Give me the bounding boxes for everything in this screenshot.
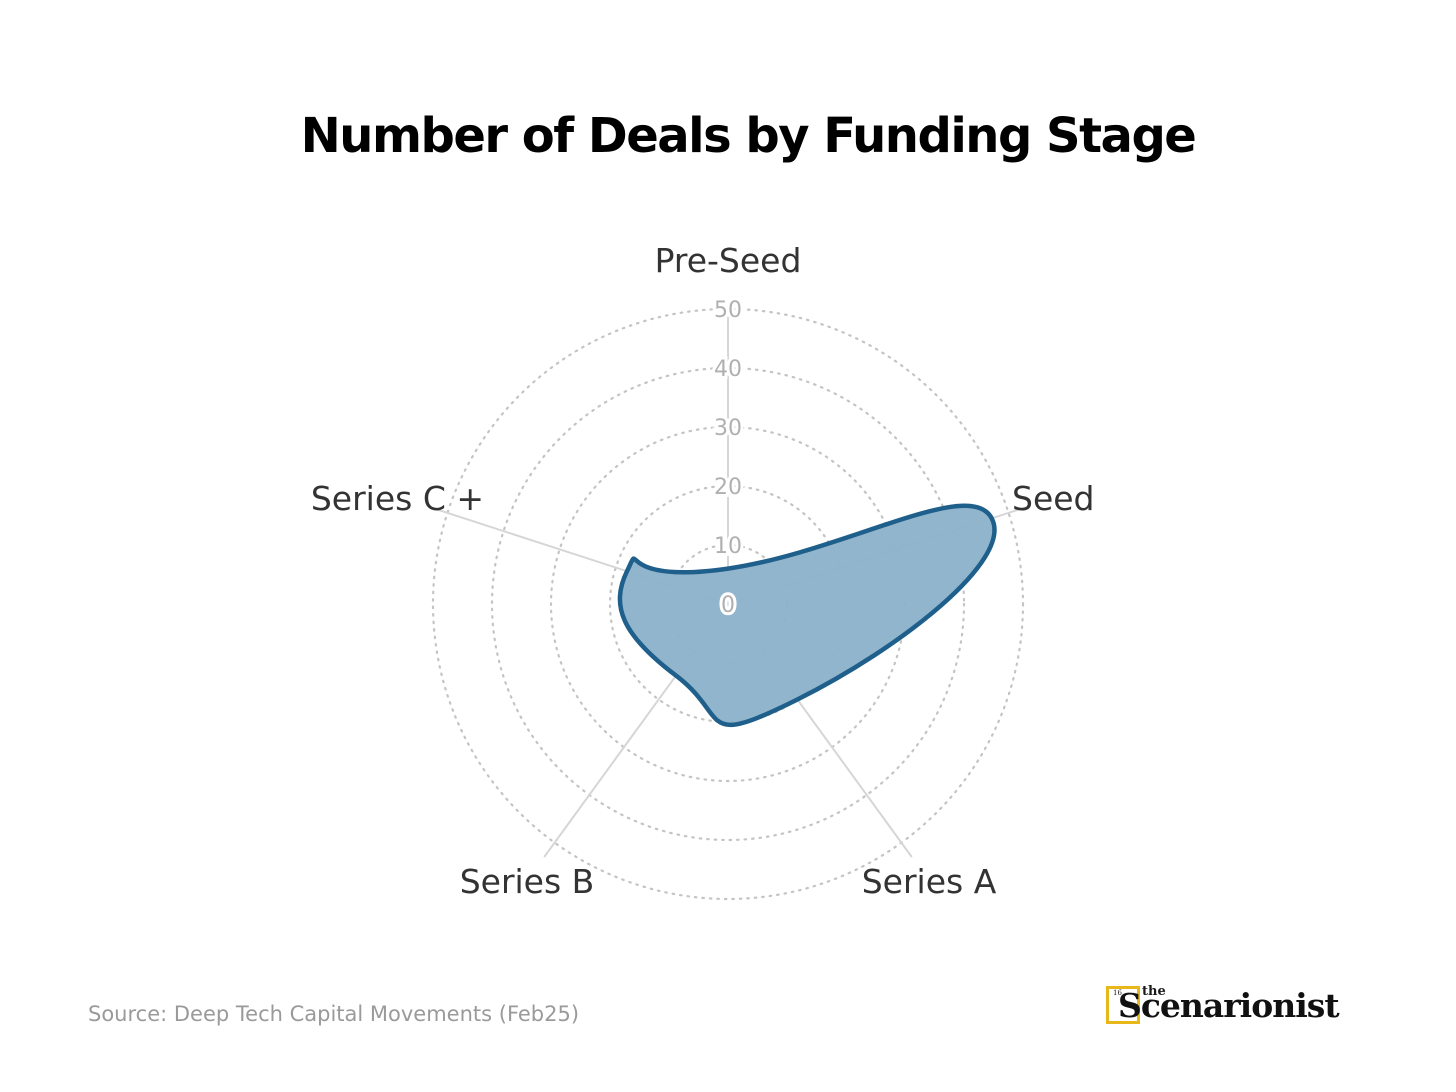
category-label-seed: Seed [1012,479,1095,518]
radar-series [617,503,997,728]
radial-tick-labels: 0 10 20 30 40 50 [711,295,745,621]
tick-label-10: 10 [714,534,742,559]
tick-label-50: 50 [714,298,742,323]
tick-label-30: 30 [714,416,742,441]
category-label-series-c: Series C + [311,479,484,518]
data-point-pre-seed [725,566,731,572]
chart-title: Number of Deals by Funding Stage [300,108,1197,164]
data-point-series-c [624,568,630,574]
tick-label-0: 0 [721,593,735,618]
category-label-pre-seed: Pre-Seed [655,241,802,280]
category-labels: Pre-Seed Seed Series A Series B Series C + [311,241,1095,901]
logo-the: the [1142,984,1166,999]
scenarionist-logo[interactable]: 16 the Scenarionist [1106,984,1366,1032]
data-point-series-b [673,673,679,679]
logo-wordmark: Scenarionist [1118,986,1340,1025]
category-label-series-b: Series B [460,862,595,901]
tick-label-40: 40 [714,357,742,382]
tick-label-20: 20 [714,475,742,500]
logo-frame: 16 [1106,986,1140,1024]
series-area [617,503,997,728]
logo-mark: 16 [1113,989,1122,997]
category-label-series-a: Series A [862,862,997,901]
data-point-series-a [794,697,800,703]
source-note: Source: Deep Tech Capital Movements (Feb… [88,1002,580,1026]
data-point-seed [989,515,995,521]
